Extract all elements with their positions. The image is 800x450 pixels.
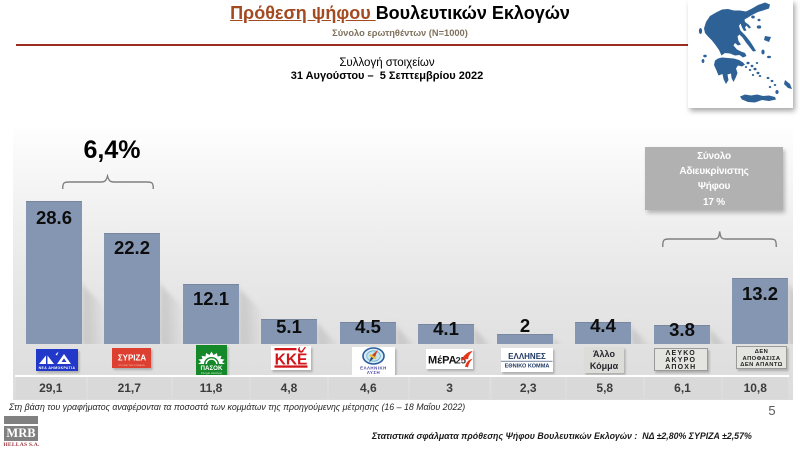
svg-text:25: 25 — [456, 356, 467, 367]
svg-text:ΕΛΛΗΝΕΣ: ΕΛΛΗΝΕΣ — [508, 352, 546, 361]
svg-text:ΝΕΑ ΔΗΜΟΚΡΑΤΙΑ: ΝΕΑ ΔΗΜΟΚΡΑΤΙΑ — [38, 366, 75, 370]
svg-text:ΚΚΕ: ΚΚΕ — [275, 352, 308, 369]
svg-text:ΜέΡΑ: ΜέΡΑ — [428, 355, 457, 367]
svg-text:ΕΘΝΙΚΟ ΚΟΜΜΑ: ΕΘΝΙΚΟ ΚΟΜΜΑ — [505, 364, 550, 370]
svg-text:Κίνημα Αλλαγής: Κίνημα Αλλαγής — [201, 371, 223, 375]
svg-text:ΠΡΟΟΔΕΥΤΙΚΗ ΣΥΜΜΑΧΙΑ: ΠΡΟΟΔΕΥΤΙΚΗ ΣΥΜΜΑΧΙΑ — [118, 364, 145, 367]
svg-text:ΛΥΣΗ: ΛΥΣΗ — [367, 370, 380, 375]
svg-text:ΠΑΣΟΚ: ΠΑΣΟΚ — [201, 365, 223, 372]
svg-text:ΣΥΡΙΖΑ: ΣΥΡΙΖΑ — [117, 354, 146, 363]
svg-text:ΕΛΛΗΝΙΚΗ: ΕΛΛΗΝΙΚΗ — [360, 365, 387, 370]
